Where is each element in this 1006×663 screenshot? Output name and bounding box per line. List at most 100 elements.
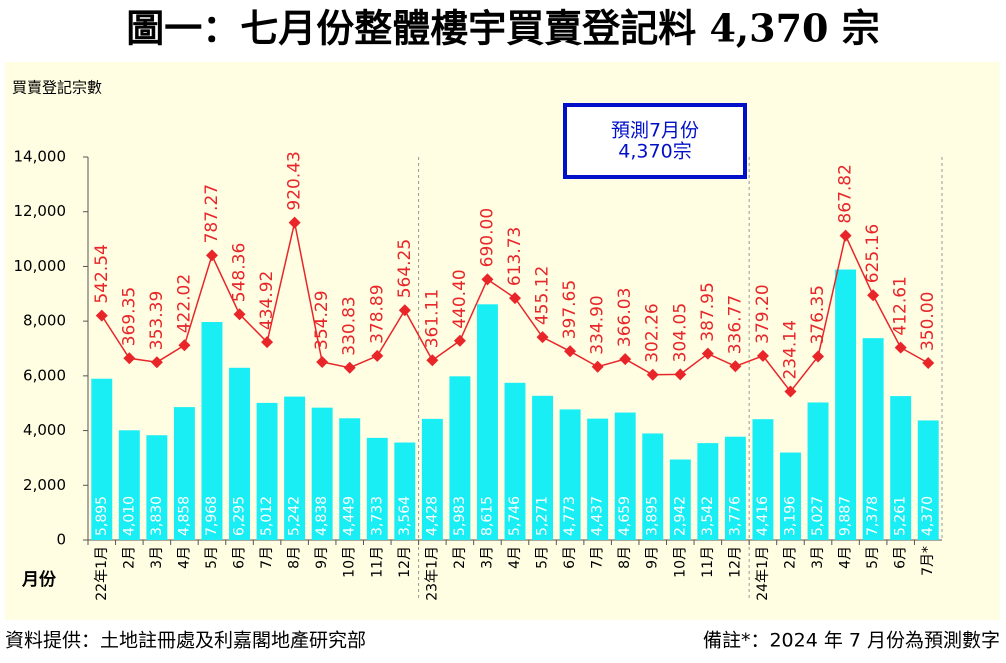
bar [449,376,471,540]
bar [890,396,912,540]
bar [780,452,801,540]
x-tick-label: 7月 [259,546,275,569]
line-label: 302.26 [643,303,663,362]
line-marker [343,361,356,374]
y-tick-label: 0 [56,531,66,549]
bar-label: 4,773 [562,496,578,536]
chart-title: 圖一：七月份整體樓宇買賣登記料 4,370 宗 [126,6,879,51]
bar-label: 3,733 [369,496,385,536]
line-label: 234.14 [780,320,800,379]
bar [724,436,746,540]
bar-label: 5,746 [507,496,523,536]
line-marker [205,249,218,262]
bar-label: 4,449 [342,496,358,536]
bar-label: 4,659 [617,496,633,536]
line-label: 369.35 [119,287,139,346]
line-label: 334.90 [588,295,608,354]
bar [559,409,581,540]
line-marker [564,345,577,358]
line-marker [839,229,852,242]
bar-label: 4,370 [920,496,936,536]
line-label: 920.43 [285,151,305,210]
line-label: 376.35 [808,285,828,344]
x-tick-label: 9月 [645,546,661,569]
bar-label: 8,615 [479,496,495,536]
bar-label: 3,895 [645,496,661,536]
line-label: 412.61 [891,276,911,335]
line-marker [233,308,246,321]
note: 備註*：2024 年 7 月份為預測數字 [703,630,1000,652]
line-label: 330.83 [340,296,360,355]
line-label: 564.25 [395,239,415,298]
bar-label: 5,012 [259,496,275,536]
x-tick-label: 6月 [893,546,909,569]
line-marker [756,349,769,362]
bar-label: 4,838 [314,496,330,536]
bar [752,419,774,540]
bar [504,382,526,540]
line-marker [701,347,714,360]
x-tick-label: 8月 [287,546,303,569]
line-label: 361.11 [422,289,442,348]
bar [614,412,636,540]
y-tick-label: 10,000 [14,257,67,275]
line-label: 354.29 [312,290,332,349]
bar [697,443,719,540]
x-tick-label: 6月 [562,546,578,569]
line-label: 542.54 [92,244,112,303]
bar [587,418,609,540]
line-label: 787.27 [202,184,222,243]
line-label: 867.82 [836,164,856,223]
bar-label: 5,242 [287,496,303,536]
line-label: 397.65 [560,280,580,339]
y-axis-label: 買賣登記宗數 [12,79,102,97]
bar [394,442,416,540]
x-tick-label: 3月 [810,546,826,569]
bar [311,407,333,540]
bar-label: 3,830 [149,496,165,536]
line-label: 434.92 [257,271,277,330]
y-tick-label: 12,000 [14,202,67,220]
bar-label: 4,416 [755,496,771,536]
bar [917,420,939,540]
x-tick-label: 23年1月 [424,546,440,601]
x-tick-label: 24年1月 [755,546,771,601]
line-marker [316,355,329,368]
line-label: 336.77 [725,295,745,354]
x-tick-label: 6月 [232,546,248,569]
bar-label: 3,564 [397,496,413,536]
bar-label: 7,378 [865,496,881,536]
bar [862,338,884,540]
bar-label: 4,858 [176,496,192,536]
x-tick-label: 9月 [314,546,330,569]
bar-label: 2,942 [672,496,688,536]
bar-label: 5,027 [810,496,826,536]
line-marker [178,339,191,352]
x-tick-label: 2月 [782,546,798,569]
bar [284,396,306,540]
bar [229,367,250,540]
y-tick-label: 14,000 [14,148,67,166]
line-label: 625.16 [863,224,883,283]
x-tick-label: 4月 [176,546,192,569]
line-marker [371,349,384,362]
line-marker [784,385,797,398]
x-tick-label: 12月 [727,546,743,578]
bar [835,269,857,540]
x-axis-label: 月份 [21,569,57,590]
line-label: 304.05 [670,303,690,362]
line-label: 613.73 [505,227,525,286]
line-marker [150,356,163,369]
line-marker [646,368,659,381]
line-label: 387.95 [698,282,718,341]
line-marker [95,309,108,322]
line-label: 379.20 [753,284,773,343]
annotation-text: 預測7月份 [611,120,699,142]
x-tick-label: 11月 [369,546,385,578]
line-label: 350.00 [918,292,938,351]
line-marker [591,360,604,373]
line-marker [619,353,632,366]
line-label: 353.39 [147,291,167,350]
line-label: 422.02 [174,274,194,333]
